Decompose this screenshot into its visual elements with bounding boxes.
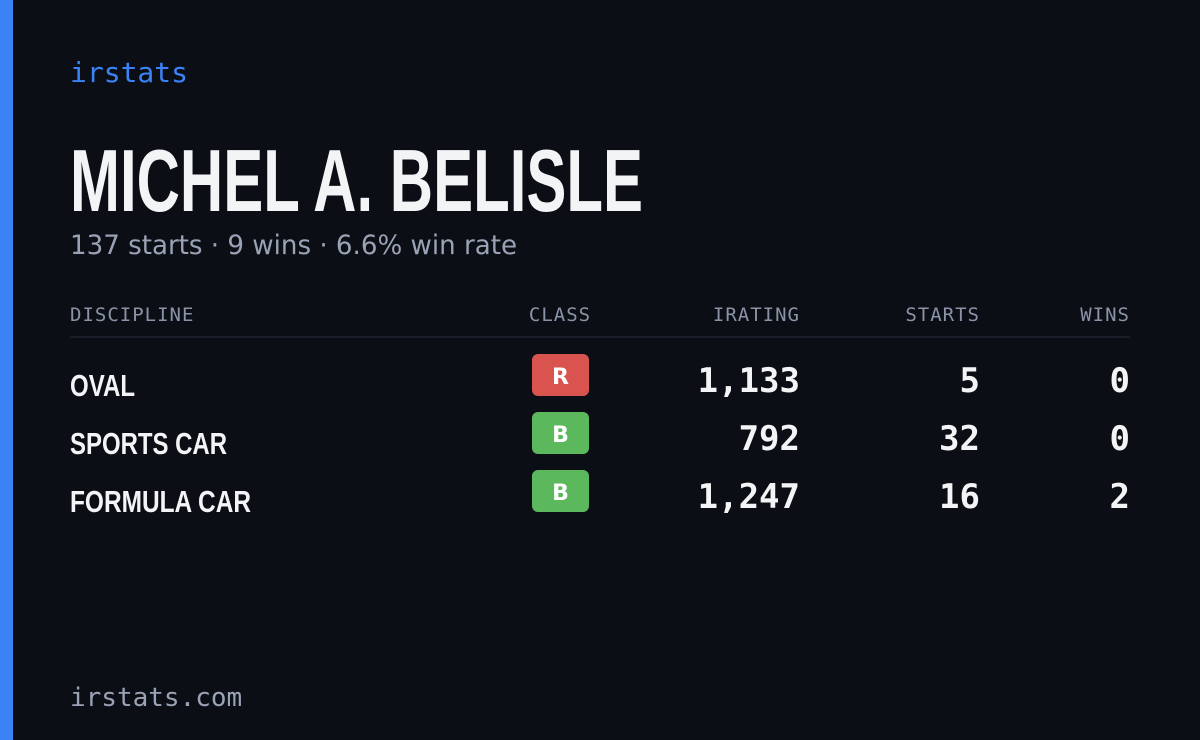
class-badge bbox=[532, 412, 589, 454]
discipline: SPORTS CAR bbox=[70, 426, 227, 461]
player-name: MICHEL A. BELISLE bbox=[70, 131, 643, 230]
class-letter: B bbox=[552, 423, 569, 448]
column-header: STARTS bbox=[905, 304, 980, 326]
wins: 0 bbox=[1110, 419, 1130, 459]
irating: 1,133 bbox=[698, 361, 800, 401]
class-letter: B bbox=[552, 481, 569, 506]
column-header: WINS bbox=[1080, 304, 1130, 326]
column-header: IRATING bbox=[713, 304, 800, 326]
brand: irstats bbox=[70, 56, 188, 89]
class-badge bbox=[532, 354, 589, 396]
discipline: OVAL bbox=[70, 368, 135, 403]
wins: 0 bbox=[1110, 361, 1130, 401]
accent-bar bbox=[0, 0, 13, 740]
wins: 2 bbox=[1110, 477, 1130, 517]
class-letter: R bbox=[552, 365, 569, 390]
rows: OVAL R 1,133 5 0 SPORTS CAR B 792 32 0 FORMULA CAR… bbox=[70, 354, 1130, 519]
discipline: FORMULA CAR bbox=[70, 484, 251, 519]
starts: 16 bbox=[939, 477, 980, 517]
starts: 32 bbox=[939, 419, 980, 459]
irating: 1,247 bbox=[698, 477, 800, 517]
footer: irstats.com bbox=[70, 683, 242, 713]
class-badge bbox=[532, 470, 589, 512]
irating: 792 bbox=[739, 419, 800, 459]
column-header: CLASS bbox=[529, 304, 591, 326]
starts: 5 bbox=[960, 361, 980, 401]
summary: 137 starts · 9 wins · 6.6% win rate bbox=[70, 230, 517, 261]
column-header: DISCIPLINE bbox=[70, 304, 194, 326]
